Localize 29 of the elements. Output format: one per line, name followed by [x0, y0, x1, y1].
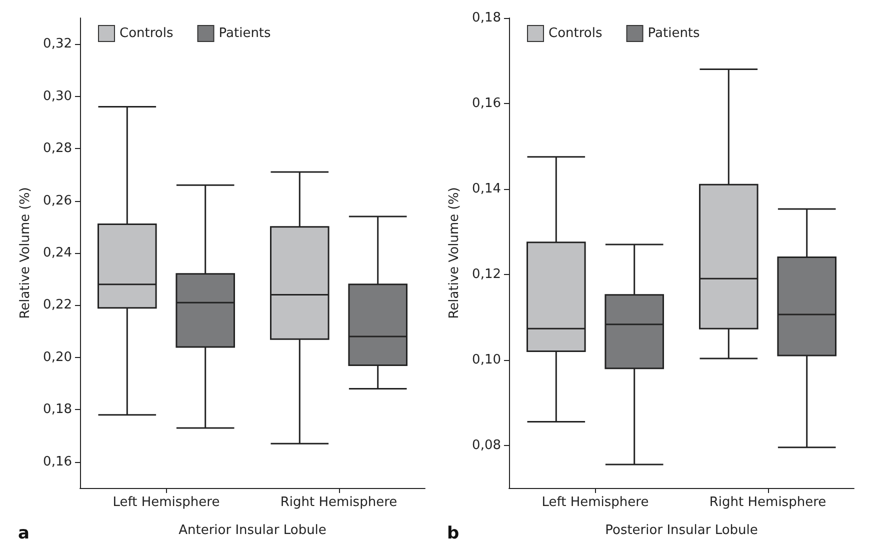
y-tick-label: 0,18 [43, 402, 72, 418]
y-tick-label: 0,32 [43, 36, 72, 52]
x-tick-label: Left Hemisphere [542, 495, 649, 510]
x-axis-title: Posterior Insular Lobule [605, 523, 758, 538]
legend-label: Controls [120, 26, 174, 41]
y-tick-label: 0,08 [472, 438, 501, 453]
x-tick-label: Left Hemisphere [112, 495, 220, 510]
legend-label: Patients [648, 26, 700, 41]
x-tick-label: Right Hemisphere [709, 495, 826, 510]
y-tick-label: 0,16 [472, 96, 501, 111]
y-tick-label: 0,10 [472, 352, 501, 368]
y-tick-label: 0,30 [43, 88, 72, 104]
y-tick-label: 0,28 [43, 141, 72, 156]
y-tick-label: 0,18 [472, 10, 501, 26]
y-tick-label: 0,24 [43, 246, 72, 260]
y-axis-title: Relative Volume (%) [447, 187, 462, 319]
x-axis-title: Anterior Insular Lobule [178, 523, 326, 538]
y-tick-label: 0,12 [472, 266, 501, 282]
text: a [18, 524, 30, 544]
x-tick-label: Right Hemisphere [280, 495, 398, 510]
y-axis-title: Relative Volume (%) [18, 187, 33, 319]
y-tick-label: 0,20 [43, 350, 72, 365]
text: b [447, 524, 460, 544]
y-tick-label: 0,16 [43, 454, 72, 470]
y-tick-label: 0,22 [43, 298, 72, 313]
legend-label: Patients [218, 26, 272, 41]
y-tick-label: 0,14 [472, 181, 501, 196]
y-tick-label: 0,26 [43, 193, 72, 208]
legend-label: Controls [548, 26, 602, 41]
